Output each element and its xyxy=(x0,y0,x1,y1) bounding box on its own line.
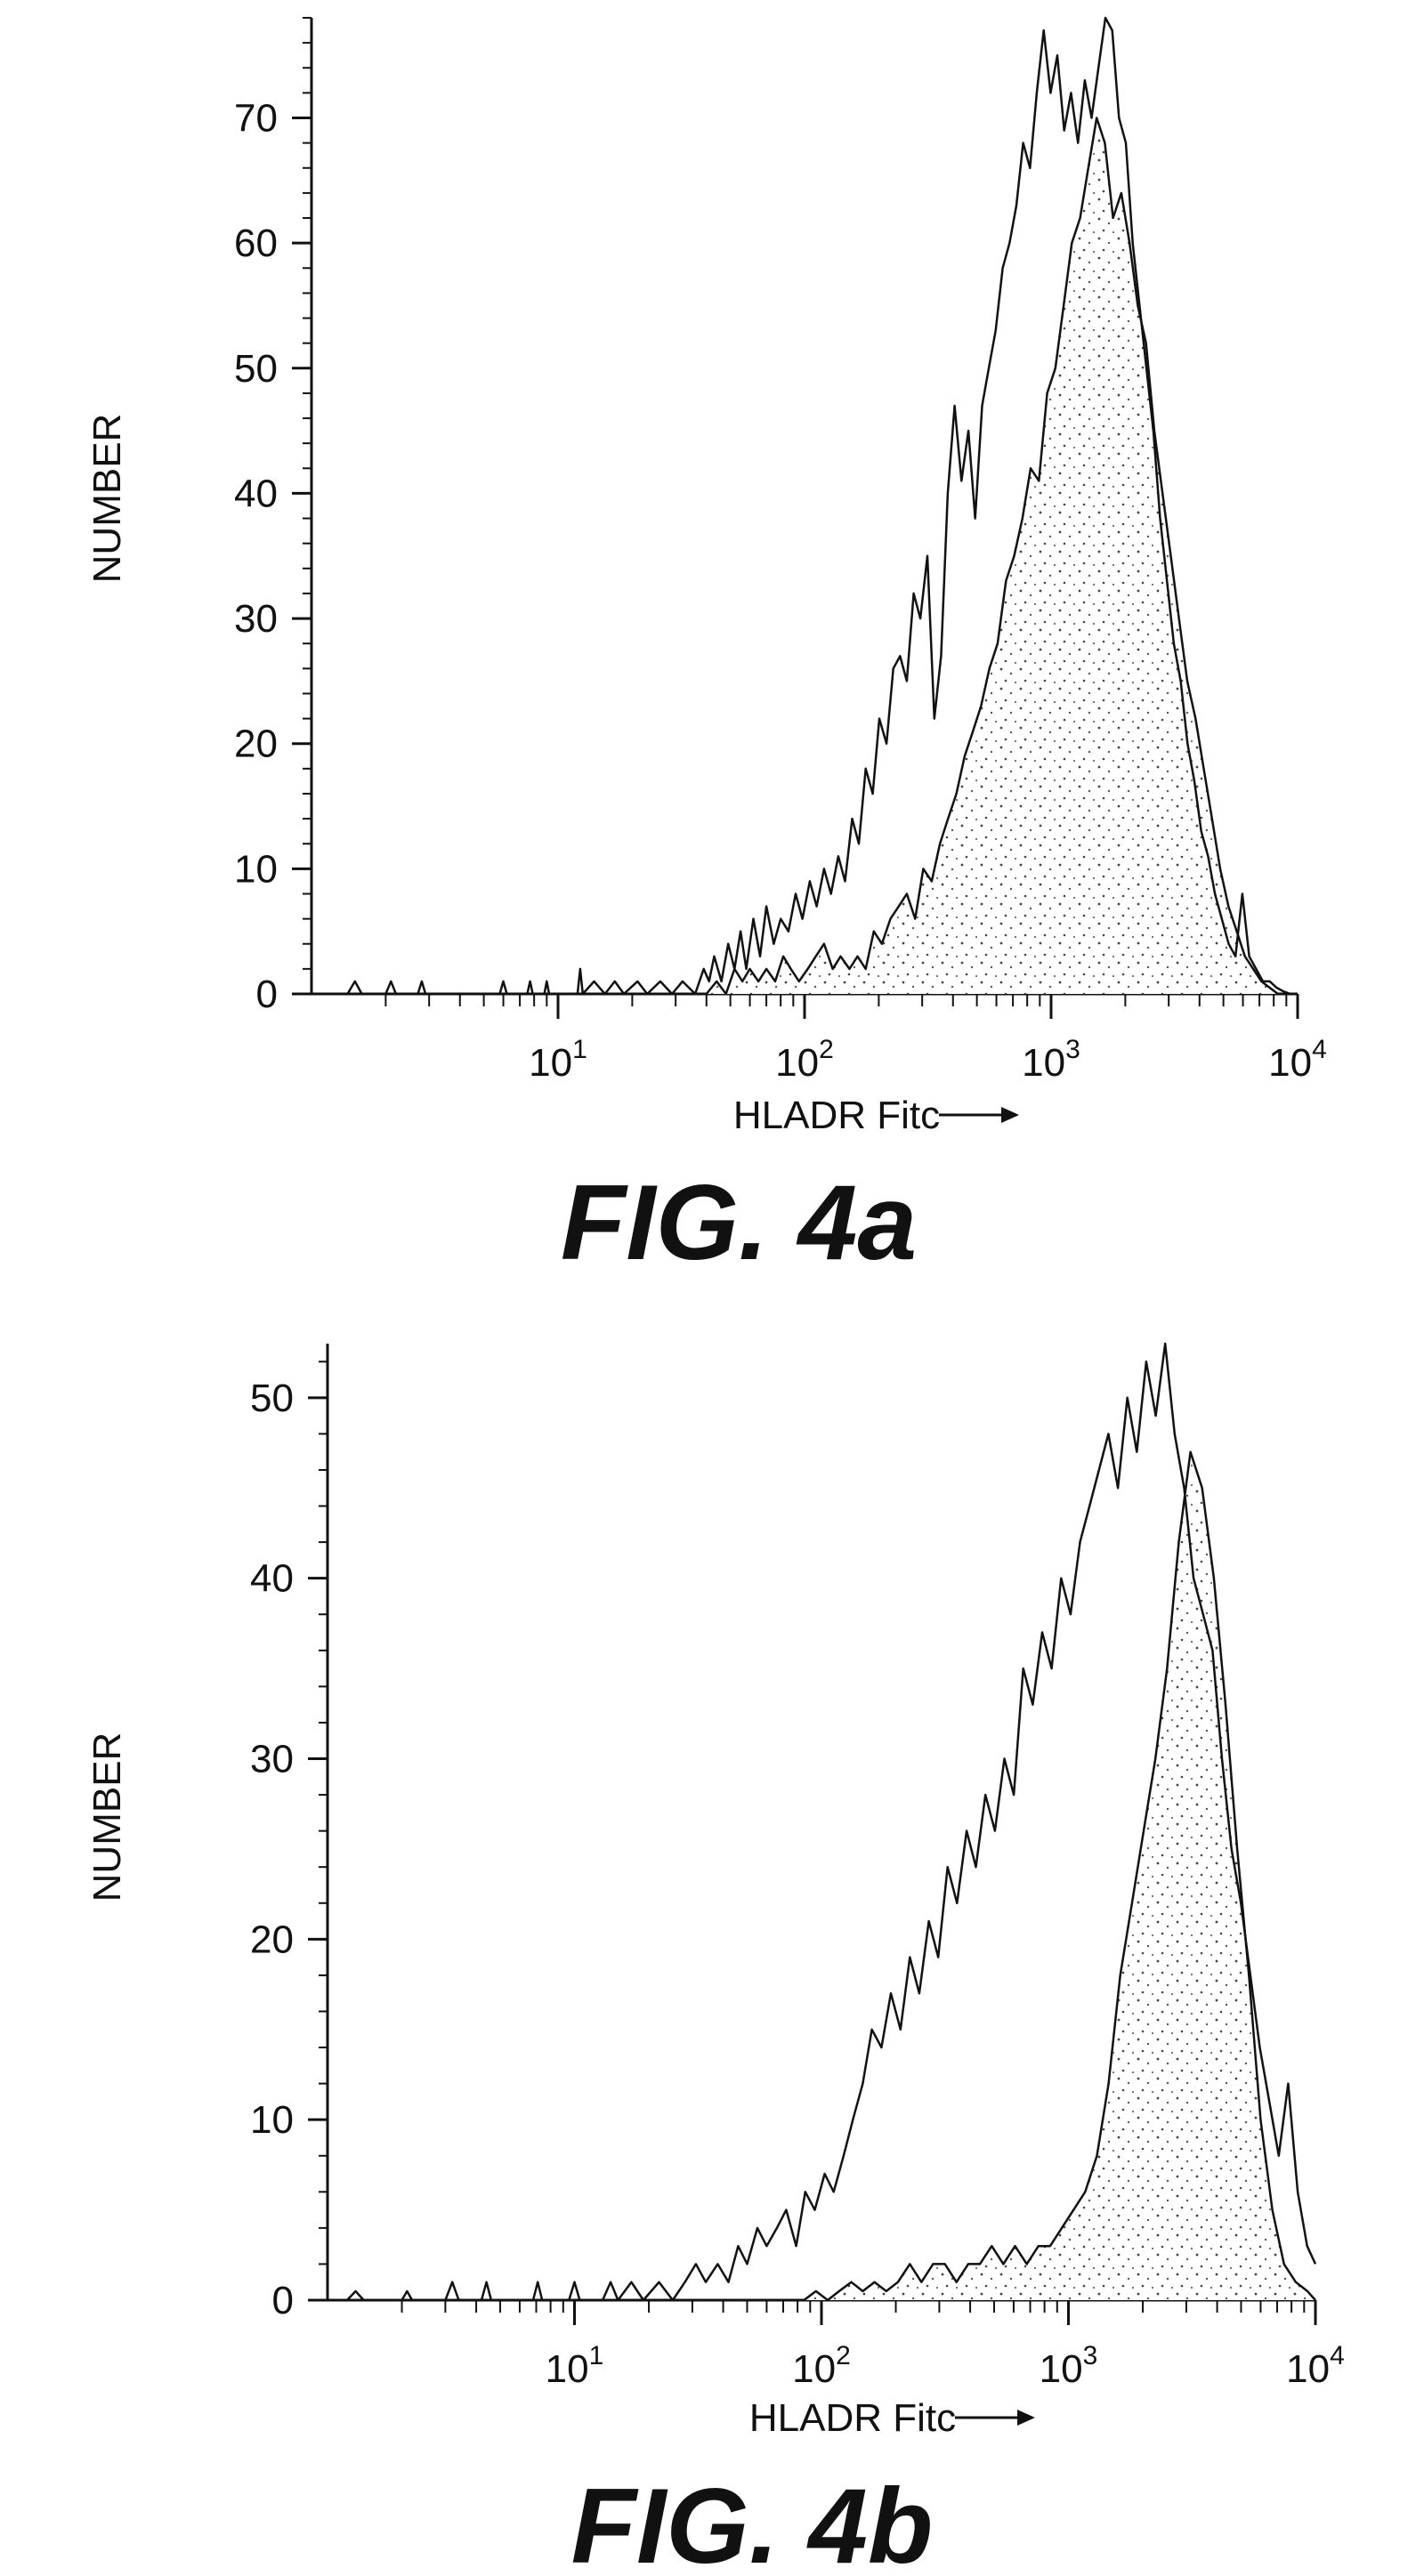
y-tick-label: 10 xyxy=(250,2098,294,2142)
chart-4a: 0 10 20 30 40 50 60 70 101 102 103 104 NUMBER HLAD… xyxy=(85,18,1327,1282)
x-axis-title-group-4b: HLADR Fitc xyxy=(749,2396,1035,2440)
y-tick-label: 0 xyxy=(256,973,278,1016)
y-axis-title-4a: NUMBER xyxy=(85,414,129,584)
stippled-histogram-area-4a xyxy=(707,118,1278,995)
y-tick-label: 60 xyxy=(234,222,278,265)
x-axis-title-4b: HLADR Fitc xyxy=(749,2396,956,2440)
figure-label-4a: FIG. 4a xyxy=(561,1163,917,1282)
y-axis-title-4b: NUMBER xyxy=(85,1732,129,1902)
y-tick-label: 50 xyxy=(250,1377,294,1420)
x-tick-label: 103 xyxy=(1022,1035,1080,1085)
y-tick-label: 0 xyxy=(272,2279,294,2322)
y-tick-label: 10 xyxy=(234,847,278,891)
y-tick-label: 70 xyxy=(234,97,278,141)
figure-label-4b: FIG. 4b xyxy=(571,2467,934,2576)
histogram-series-4b xyxy=(347,1344,1315,2300)
x-axis-title-4a: HLADR Fitc xyxy=(733,1094,940,1137)
y-tick-label: 30 xyxy=(250,1738,294,1781)
x-tick-label: 101 xyxy=(546,2341,604,2391)
x-axis-4a: 101 102 103 104 xyxy=(312,994,1327,1085)
x-tick-label: 102 xyxy=(775,1035,834,1085)
x-tick-label: 103 xyxy=(1040,2341,1098,2391)
x-axis-4b: 101 102 103 104 xyxy=(328,2300,1345,2391)
histogram-series-4a xyxy=(348,18,1290,994)
y-tick-label: 40 xyxy=(234,472,278,515)
x-tick-label: 101 xyxy=(529,1035,587,1085)
y-tick-label: 20 xyxy=(234,723,278,766)
x-axis-arrow-icon-4a xyxy=(939,1107,1019,1123)
y-tick-label: 50 xyxy=(234,347,278,391)
x-axis-title-group-4a: HLADR Fitc xyxy=(733,1094,1019,1137)
chart-4b: 0 10 20 30 40 50 101 102 103 104 NUMBER HLADR Fi… xyxy=(85,1344,1345,2576)
x-axis-arrow-icon-4b xyxy=(955,2410,1035,2426)
y-tick-label: 40 xyxy=(250,1557,294,1601)
y-tick-label: 30 xyxy=(234,597,278,641)
y-axis-4a: 0 10 20 30 40 50 60 70 xyxy=(234,18,312,1016)
y-tick-label: 20 xyxy=(250,1918,294,1961)
x-tick-label: 104 xyxy=(1286,2341,1345,2391)
y-axis-4b: 0 10 20 30 40 50 xyxy=(250,1344,328,2322)
x-tick-label: 104 xyxy=(1268,1035,1327,1085)
x-tick-label: 102 xyxy=(792,2341,851,2391)
